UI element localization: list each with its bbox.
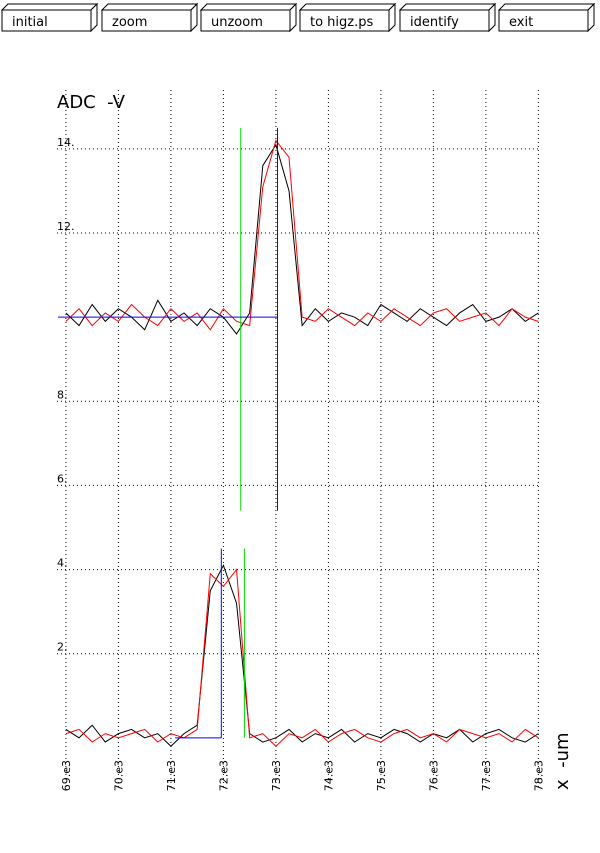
y-tick-label: 2. [57, 641, 68, 654]
button-face[interactable] [399, 9, 490, 32]
x-tick-label: 70.e3 [112, 760, 125, 791]
x-tick-label: 77.e3 [480, 760, 493, 791]
y-tick-label: 6. [57, 472, 68, 485]
x-tick-label: 72.e3 [217, 760, 230, 791]
x-tick-label: 75.e3 [375, 760, 388, 791]
x-tick-label: 69.e3 [60, 760, 73, 791]
x-tick-label: 74.e3 [322, 760, 335, 791]
button[interactable]: unzoom [199, 2, 298, 33]
button-label[interactable]: zoom [112, 15, 147, 30]
y-axis-label: ADC -V [57, 92, 126, 113]
x-tick-label: 73.e3 [270, 760, 283, 791]
x-tick-label: 76.e3 [427, 760, 440, 791]
series-line [65, 143, 539, 335]
button-label[interactable]: initial [12, 15, 48, 30]
x-tick-label: 78.e3 [532, 760, 545, 791]
y-tick-label: 4. [57, 557, 68, 570]
x-tick-label: 71.e3 [165, 760, 178, 791]
series-line [65, 568, 539, 747]
y-tick-label: 8. [57, 388, 68, 401]
button-face[interactable] [1, 9, 92, 32]
button-face[interactable] [101, 9, 192, 32]
series-line [65, 564, 539, 747]
button-label[interactable]: exit [509, 15, 533, 30]
button-face[interactable] [299, 9, 390, 32]
button-top[interactable] [100, 3, 199, 11]
button-face[interactable] [498, 9, 589, 32]
button-top[interactable] [497, 3, 596, 11]
button-top[interactable] [0, 3, 99, 11]
button[interactable]: identify [398, 2, 497, 33]
x-axis-label: x -um [552, 732, 573, 790]
button[interactable]: to higz.ps [298, 2, 397, 33]
series-line [65, 139, 539, 331]
button-label[interactable]: to higz.ps [310, 15, 373, 30]
button-label[interactable]: identify [410, 15, 459, 30]
button-top[interactable] [199, 3, 298, 11]
button-face[interactable] [200, 9, 291, 32]
button[interactable]: zoom [100, 2, 199, 33]
button-top[interactable] [298, 3, 397, 11]
button[interactable]: initial [0, 2, 99, 33]
button-top[interactable] [398, 3, 497, 11]
button-label[interactable]: unzoom [211, 15, 263, 30]
button[interactable]: exit [497, 2, 596, 33]
